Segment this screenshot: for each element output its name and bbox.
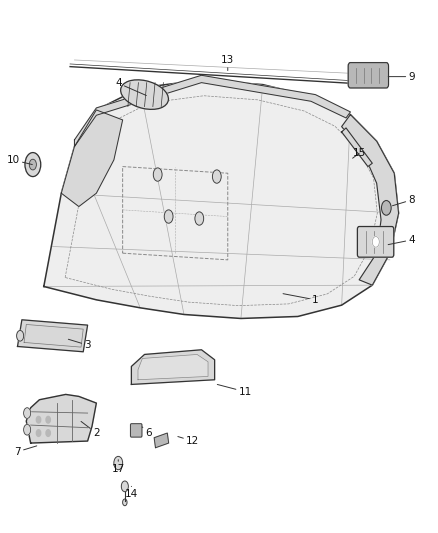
Polygon shape bbox=[61, 110, 123, 207]
Circle shape bbox=[46, 430, 50, 437]
Circle shape bbox=[121, 481, 128, 492]
Polygon shape bbox=[342, 115, 399, 285]
Polygon shape bbox=[26, 394, 96, 443]
Text: 8: 8 bbox=[392, 195, 415, 206]
FancyBboxPatch shape bbox=[131, 424, 142, 437]
Circle shape bbox=[114, 456, 123, 470]
Text: 10: 10 bbox=[7, 155, 32, 165]
Circle shape bbox=[25, 152, 41, 176]
Text: 7: 7 bbox=[14, 446, 37, 457]
Text: 2: 2 bbox=[81, 422, 100, 438]
Circle shape bbox=[123, 499, 127, 506]
Polygon shape bbox=[74, 75, 350, 147]
Circle shape bbox=[153, 168, 162, 181]
Polygon shape bbox=[342, 128, 372, 166]
Circle shape bbox=[381, 200, 391, 215]
FancyBboxPatch shape bbox=[357, 227, 394, 257]
Circle shape bbox=[372, 237, 379, 247]
Circle shape bbox=[212, 170, 221, 183]
Circle shape bbox=[164, 210, 173, 223]
Text: 6: 6 bbox=[142, 427, 152, 438]
Text: 15: 15 bbox=[353, 148, 366, 158]
Circle shape bbox=[24, 424, 31, 435]
Text: 13: 13 bbox=[221, 55, 234, 70]
Text: 1: 1 bbox=[283, 294, 319, 305]
Polygon shape bbox=[44, 80, 399, 318]
Circle shape bbox=[24, 408, 31, 418]
Polygon shape bbox=[18, 320, 88, 352]
FancyBboxPatch shape bbox=[348, 63, 389, 88]
Circle shape bbox=[17, 330, 24, 341]
Circle shape bbox=[36, 416, 41, 423]
Polygon shape bbox=[131, 350, 215, 384]
Text: 11: 11 bbox=[217, 384, 252, 397]
Ellipse shape bbox=[120, 80, 169, 109]
Polygon shape bbox=[154, 433, 169, 448]
Text: 17: 17 bbox=[112, 459, 125, 474]
Text: 3: 3 bbox=[68, 340, 91, 350]
Circle shape bbox=[36, 430, 41, 437]
Circle shape bbox=[46, 416, 50, 423]
Text: 4: 4 bbox=[115, 78, 146, 95]
Circle shape bbox=[195, 212, 204, 225]
Text: 12: 12 bbox=[178, 436, 199, 446]
Polygon shape bbox=[138, 354, 208, 379]
Text: 14: 14 bbox=[125, 487, 138, 499]
Text: 9: 9 bbox=[388, 71, 415, 82]
Text: 4: 4 bbox=[388, 235, 415, 245]
Circle shape bbox=[29, 159, 36, 170]
